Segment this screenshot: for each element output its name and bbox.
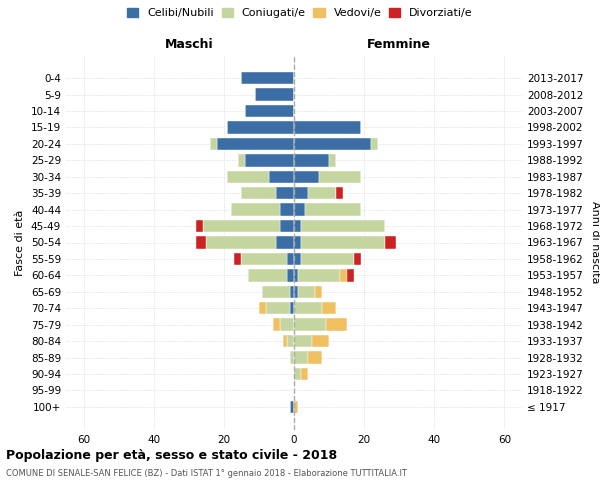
Bar (322, 302, 336, 314)
Bar (294, 138, 371, 150)
Y-axis label: Fasce di età: Fasce di età (16, 210, 25, 276)
Bar (262, 286, 290, 298)
Bar (287, 269, 294, 281)
Text: Maschi: Maschi (165, 38, 214, 52)
Bar (298, 286, 315, 298)
Bar (294, 187, 308, 200)
Bar (210, 138, 217, 150)
Bar (245, 154, 294, 166)
Bar (308, 187, 336, 200)
Bar (294, 318, 326, 331)
Bar (294, 122, 361, 134)
Bar (294, 335, 311, 347)
Text: Femmine: Femmine (367, 38, 431, 52)
Bar (217, 138, 294, 150)
Bar (298, 269, 340, 281)
Bar (280, 318, 294, 331)
Bar (371, 138, 378, 150)
Bar (294, 286, 298, 298)
Bar (287, 253, 294, 265)
Bar (353, 253, 361, 265)
Bar (287, 335, 294, 347)
Bar (227, 122, 294, 134)
Bar (301, 253, 353, 265)
Bar (280, 204, 294, 216)
Bar (259, 302, 266, 314)
Bar (301, 236, 385, 248)
Bar (203, 220, 280, 232)
Bar (294, 253, 301, 265)
Bar (319, 170, 361, 183)
Y-axis label: Anni di nascita: Anni di nascita (590, 201, 600, 284)
Legend: Celibi/Nubili, Coniugati/e, Vedovi/e, Divorziati/e: Celibi/Nubili, Coniugati/e, Vedovi/e, Di… (125, 6, 475, 20)
Bar (294, 236, 301, 248)
Bar (347, 269, 353, 281)
Bar (269, 170, 294, 183)
Bar (277, 236, 294, 248)
Bar (294, 170, 319, 183)
Bar (294, 269, 298, 281)
Text: Popolazione per età, sesso e stato civile - 2018: Popolazione per età, sesso e stato civil… (6, 450, 337, 462)
Bar (245, 105, 294, 117)
Bar (305, 204, 361, 216)
Bar (336, 187, 343, 200)
Bar (231, 204, 280, 216)
Bar (273, 318, 280, 331)
Bar (329, 154, 336, 166)
Bar (294, 302, 322, 314)
Bar (248, 269, 287, 281)
Bar (294, 204, 305, 216)
Bar (206, 236, 277, 248)
Bar (290, 400, 294, 413)
Bar (196, 236, 206, 248)
Bar (266, 302, 290, 314)
Bar (294, 220, 301, 232)
Bar (294, 154, 329, 166)
Bar (241, 253, 287, 265)
Bar (326, 318, 347, 331)
Bar (235, 253, 241, 265)
Bar (283, 335, 287, 347)
Bar (311, 335, 329, 347)
Bar (290, 302, 294, 314)
Bar (256, 88, 294, 101)
Bar (227, 170, 269, 183)
Bar (290, 286, 294, 298)
Bar (385, 236, 396, 248)
Bar (241, 72, 294, 85)
Bar (294, 352, 308, 364)
Bar (340, 269, 347, 281)
Bar (277, 187, 294, 200)
Bar (294, 400, 298, 413)
Bar (290, 352, 294, 364)
Bar (241, 187, 277, 200)
Bar (196, 220, 203, 232)
Bar (238, 154, 245, 166)
Text: COMUNE DI SENALE-SAN FELICE (BZ) - Dati ISTAT 1° gennaio 2018 - Elaborazione TUT: COMUNE DI SENALE-SAN FELICE (BZ) - Dati … (6, 468, 407, 477)
Bar (308, 352, 322, 364)
Bar (301, 368, 308, 380)
Bar (301, 220, 385, 232)
Bar (315, 286, 322, 298)
Bar (280, 220, 294, 232)
Bar (294, 368, 301, 380)
